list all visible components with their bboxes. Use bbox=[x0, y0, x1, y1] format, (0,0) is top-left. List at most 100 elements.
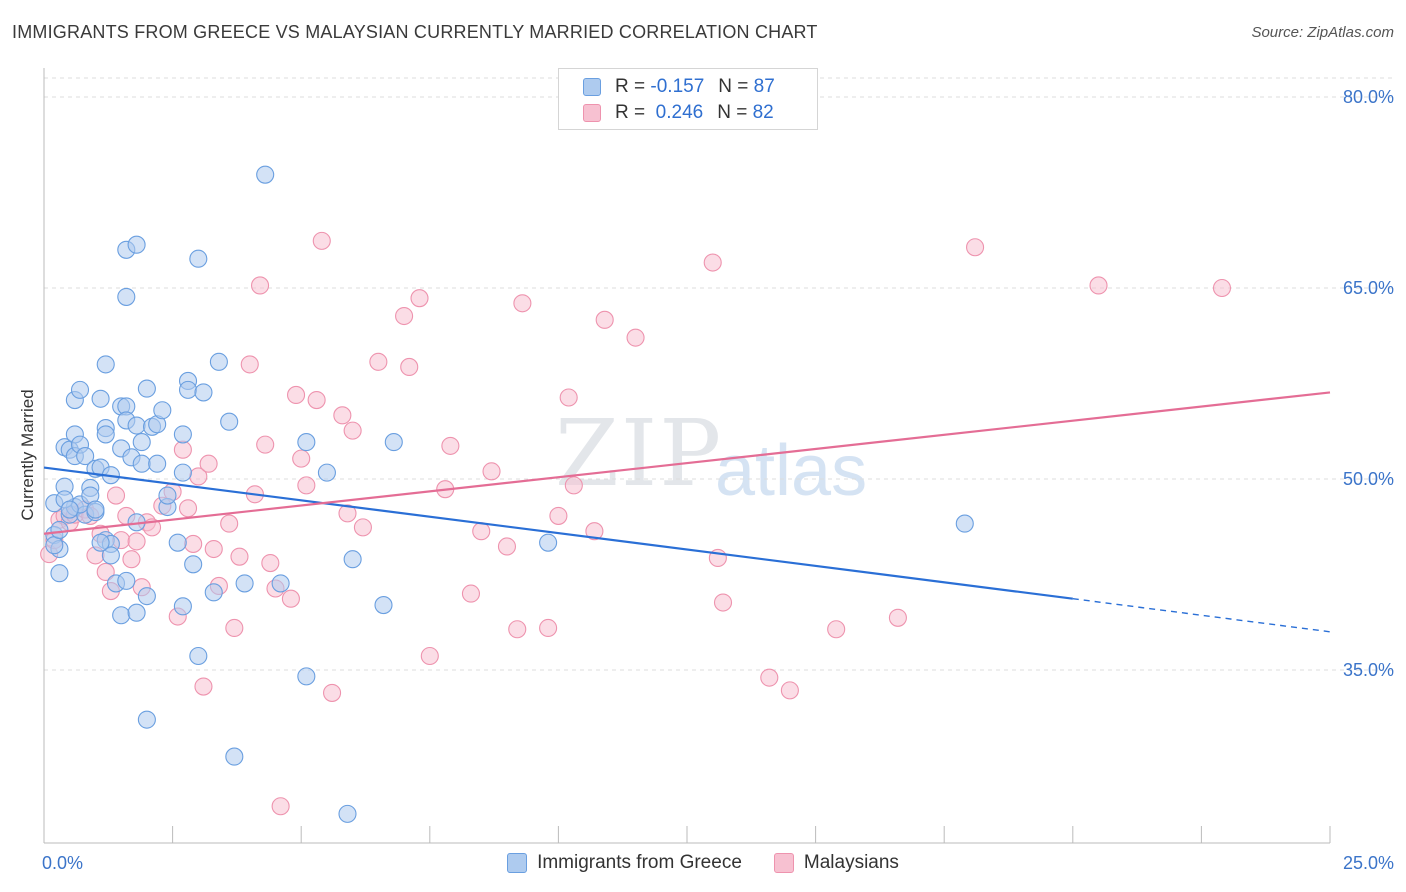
data-point-malaysians bbox=[178, 499, 198, 518]
correlation-legend: R = -0.157 N = 87 R = 0.246 N = 82 bbox=[558, 68, 818, 130]
data-point-malaysians bbox=[96, 562, 115, 582]
data-point-malaysians bbox=[230, 547, 249, 566]
data-point-malaysians bbox=[564, 476, 583, 495]
data-point-greece bbox=[132, 433, 151, 452]
data-point-malaysians bbox=[199, 454, 218, 473]
data-point-greece bbox=[127, 603, 146, 622]
legend-r-label: R = bbox=[615, 76, 646, 97]
data-point-malaysians bbox=[626, 328, 645, 347]
data-point-greece bbox=[50, 564, 69, 583]
data-point-greece bbox=[204, 583, 223, 602]
series-legend: Immigrants from Greece Malaysians bbox=[0, 852, 1406, 874]
data-point-malaysians bbox=[780, 681, 799, 700]
data-point-greece bbox=[127, 235, 146, 254]
data-point-malaysians bbox=[966, 238, 985, 257]
x-tick-label: 25.0% bbox=[1342, 853, 1394, 873]
data-point-malaysians bbox=[127, 532, 146, 551]
data-point-malaysians bbox=[513, 294, 532, 313]
data-point-malaysians bbox=[312, 231, 331, 250]
legend-r-value: -0.157 bbox=[650, 76, 705, 97]
y-tick-label: 65.0% bbox=[1342, 278, 1394, 298]
data-point-greece bbox=[117, 571, 136, 590]
data-point-greece bbox=[539, 533, 558, 552]
data-point-greece bbox=[173, 597, 192, 616]
data-point-greece bbox=[127, 416, 146, 435]
data-point-malaysians bbox=[240, 355, 259, 374]
legend-item-malaysians[interactable]: Malaysians bbox=[773, 852, 899, 874]
data-point-greece bbox=[101, 546, 120, 565]
legend-row-malaysians: R = 0.246 N = 82 bbox=[583, 101, 774, 125]
data-point-malaysians bbox=[549, 506, 568, 525]
data-point-greece bbox=[256, 165, 275, 184]
legend-item-greece[interactable]: Immigrants from Greece bbox=[507, 852, 742, 874]
data-point-greece bbox=[209, 352, 228, 371]
data-point-greece bbox=[189, 249, 208, 268]
data-point-greece bbox=[158, 486, 177, 505]
data-point-greece bbox=[343, 550, 362, 569]
data-point-malaysians bbox=[261, 553, 280, 573]
legend-row-greece: R = -0.157 N = 87 bbox=[583, 75, 775, 99]
legend-swatch-malaysians bbox=[583, 104, 601, 122]
data-point-greece bbox=[338, 804, 357, 823]
data-point-malaysians bbox=[353, 518, 372, 537]
data-point-malaysians bbox=[395, 306, 414, 326]
data-point-malaysians bbox=[343, 421, 362, 440]
data-point-malaysians bbox=[271, 797, 290, 816]
data-point-malaysians bbox=[559, 388, 578, 407]
data-point-greece bbox=[91, 533, 110, 552]
y-tick-label: 35.0% bbox=[1342, 660, 1394, 680]
data-point-malaysians bbox=[420, 646, 439, 666]
data-point-malaysians bbox=[297, 476, 316, 495]
data-point-greece bbox=[384, 433, 403, 452]
data-point-malaysians bbox=[1212, 278, 1232, 298]
data-point-malaysians bbox=[281, 589, 300, 608]
data-point-malaysians bbox=[204, 539, 223, 559]
data-point-greece bbox=[112, 606, 131, 625]
data-point-malaysians bbox=[292, 449, 311, 468]
data-point-greece bbox=[297, 667, 316, 686]
legend-n-label: N = bbox=[718, 76, 749, 97]
legend-swatch-greece bbox=[507, 853, 528, 873]
data-point-malaysians bbox=[441, 436, 460, 455]
data-point-malaysians bbox=[461, 584, 481, 603]
data-point-malaysians bbox=[106, 486, 126, 505]
data-point-greece bbox=[153, 401, 172, 420]
trend-line-extension-greece bbox=[1072, 597, 1331, 633]
data-point-greece bbox=[148, 454, 167, 473]
data-point-malaysians bbox=[539, 618, 558, 638]
data-point-malaysians bbox=[595, 310, 614, 329]
data-point-greece bbox=[955, 514, 974, 533]
data-point-greece bbox=[271, 574, 290, 593]
data-point-malaysians bbox=[184, 534, 203, 553]
data-point-greece bbox=[374, 596, 393, 615]
data-point-malaysians bbox=[703, 253, 722, 272]
legend-r-label: R = bbox=[615, 102, 646, 123]
trend-line-greece bbox=[43, 466, 1073, 600]
data-point-malaysians bbox=[287, 385, 306, 405]
data-point-greece bbox=[235, 574, 254, 593]
data-point-malaysians bbox=[225, 618, 244, 638]
data-point-malaysians bbox=[220, 514, 239, 533]
data-point-greece bbox=[225, 747, 244, 766]
data-point-malaysians bbox=[827, 620, 846, 639]
data-point-greece bbox=[173, 425, 192, 444]
source-label: Source: ZipAtlas.com bbox=[1251, 24, 1394, 41]
data-point-greece bbox=[50, 520, 69, 539]
data-point-greece bbox=[297, 433, 316, 452]
data-point-greece bbox=[137, 710, 156, 729]
data-point-malaysians bbox=[122, 550, 141, 569]
data-point-greece bbox=[45, 536, 64, 555]
data-point-malaysians bbox=[1089, 276, 1108, 295]
data-point-malaysians bbox=[338, 504, 357, 523]
trend-line-malaysians bbox=[43, 391, 1331, 535]
data-point-greece bbox=[70, 380, 90, 399]
data-point-greece bbox=[317, 463, 336, 482]
data-point-greece bbox=[194, 383, 213, 402]
data-point-greece bbox=[173, 463, 192, 482]
legend-n-label: N = bbox=[717, 102, 748, 123]
data-point-malaysians bbox=[307, 391, 326, 410]
data-point-greece bbox=[91, 389, 110, 408]
data-point-malaysians bbox=[173, 440, 192, 459]
data-point-greece bbox=[86, 500, 105, 519]
